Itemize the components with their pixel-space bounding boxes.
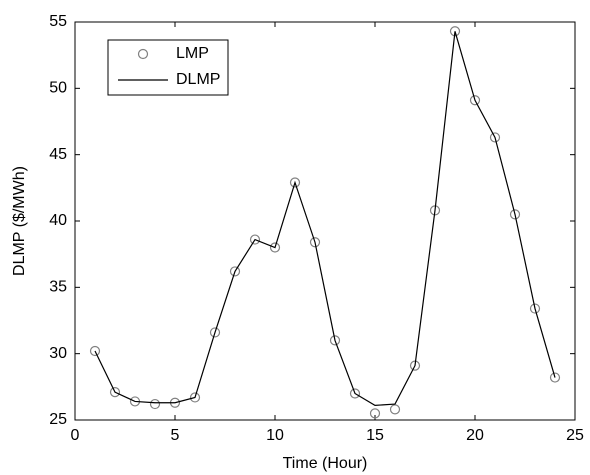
lmp-marker bbox=[149, 398, 161, 410]
lmp-marker bbox=[89, 345, 101, 357]
lmp-marker bbox=[549, 372, 561, 383]
lmp-marker bbox=[209, 327, 221, 338]
x-tick-label: 15 bbox=[366, 427, 384, 444]
lmp-marker bbox=[329, 335, 341, 346]
lmp-marker bbox=[109, 387, 121, 398]
y-axis-label: DLMP ($/MWh) bbox=[11, 166, 28, 276]
y-tick-label: 50 bbox=[49, 80, 67, 97]
y-tick-label: 40 bbox=[49, 212, 67, 229]
x-tick-label: 0 bbox=[71, 427, 80, 444]
lmp-marker bbox=[189, 392, 201, 403]
lmp-marker bbox=[509, 209, 521, 220]
lmp-marker bbox=[269, 242, 281, 253]
legend-box bbox=[107, 39, 229, 96]
lmp-marker bbox=[529, 303, 541, 314]
lmp-marker bbox=[289, 177, 301, 188]
legend-label: LMP bbox=[176, 45, 209, 62]
x-tick-label: 10 bbox=[266, 427, 284, 444]
lmp-marker bbox=[469, 95, 481, 106]
y-tick-label: 55 bbox=[49, 13, 67, 30]
lmp-marker bbox=[229, 266, 241, 277]
legend-marker bbox=[137, 48, 149, 60]
series-line bbox=[94, 31, 556, 407]
x-tick-label: 25 bbox=[566, 427, 584, 444]
y-tick-label: 45 bbox=[49, 146, 67, 163]
lmp-marker bbox=[389, 404, 401, 415]
x-tick-label: 5 bbox=[171, 427, 180, 444]
y-tick-label: 30 bbox=[49, 345, 67, 362]
x-axis-label: Time (Hour) bbox=[283, 455, 368, 472]
lmp-marker bbox=[249, 234, 261, 245]
y-tick-label: 35 bbox=[49, 279, 67, 296]
lmp-marker bbox=[369, 408, 381, 419]
y-tick-label: 25 bbox=[49, 411, 67, 428]
legend-label: DLMP bbox=[176, 71, 220, 88]
lmp-marker bbox=[309, 237, 321, 248]
x-tick-label: 20 bbox=[466, 427, 484, 444]
lmp-marker bbox=[489, 132, 501, 143]
lmp-marker bbox=[349, 388, 361, 399]
